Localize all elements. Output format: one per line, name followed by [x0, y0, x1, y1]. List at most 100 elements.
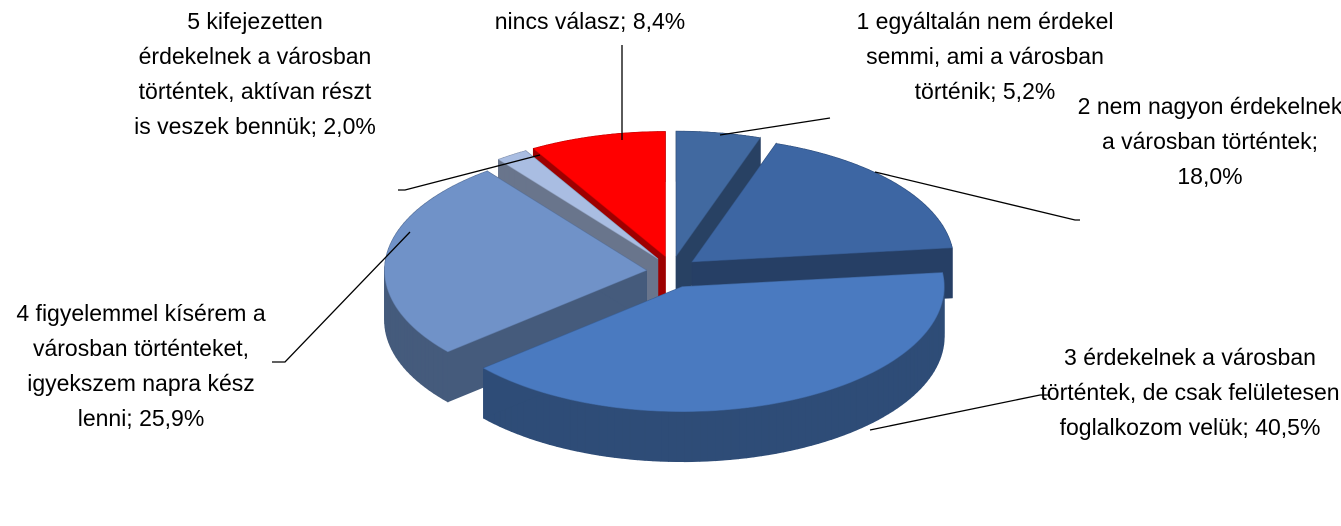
slice-side	[877, 366, 884, 421]
slice-side	[606, 405, 615, 458]
slice-side	[416, 329, 422, 385]
slice-side	[901, 350, 907, 406]
slice-side	[542, 391, 550, 445]
slice-side	[923, 330, 928, 386]
slice-side	[753, 405, 762, 458]
slice-side	[855, 377, 863, 431]
slice-side	[428, 339, 434, 394]
slice-side	[424, 336, 430, 391]
slice-label: 5 kifejezetten érdekelnek a városban tör…	[130, 4, 380, 144]
slice-side	[722, 409, 732, 461]
slice-side	[691, 410, 701, 462]
slice	[482, 272, 945, 463]
slice-side	[811, 392, 819, 446]
slice-side	[629, 408, 638, 461]
label-text: 4 figyelemmel kísérem a városban történt…	[16, 300, 266, 431]
slice-side	[892, 357, 899, 412]
label-text: 1 egyáltalán nem érdekel semmi, ami a vá…	[856, 8, 1114, 104]
slice-side	[576, 400, 586, 454]
slice-side	[905, 347, 911, 403]
slice-side	[920, 333, 925, 390]
slice-side	[917, 337, 922, 393]
slice-side	[817, 390, 826, 445]
slice-side	[591, 403, 600, 456]
slice-side	[913, 340, 918, 396]
slice-side	[831, 386, 839, 440]
slice-side	[668, 411, 677, 463]
label-text: nincs válasz;	[494, 8, 627, 34]
label-text: 3 érdekelnek a városban történtek, de cs…	[1040, 344, 1340, 440]
leader-line	[719, 117, 831, 136]
slice-side	[867, 371, 874, 426]
slice-side	[644, 409, 654, 462]
slice-side	[403, 316, 408, 372]
leader-line	[874, 171, 1080, 221]
slice-side	[675, 411, 685, 463]
slice-side	[897, 353, 903, 409]
slice-side	[569, 399, 578, 452]
label-text: 2 nem nagyon érdekelnek a városban törté…	[1077, 93, 1341, 154]
slice-side	[824, 388, 832, 443]
slice-side	[535, 389, 544, 444]
slice-side	[660, 410, 669, 462]
slice-side	[861, 374, 868, 429]
slice-side	[621, 407, 631, 460]
slice-side	[699, 410, 709, 462]
slice-label: 2 nem nagyon érdekelnek a városban törté…	[1075, 89, 1341, 194]
slice-label: 3 érdekelnek a városban történtek, de cs…	[1040, 340, 1340, 445]
slice-side	[437, 345, 444, 400]
slice-top	[675, 130, 761, 258]
label-text: 5 kifejezetten érdekelnek a városban tör…	[134, 8, 372, 139]
slice-side	[400, 312, 405, 369]
slice-side	[783, 399, 792, 453]
slice	[691, 142, 953, 314]
slice-side	[872, 368, 879, 423]
slice-side	[837, 384, 845, 438]
slice-side	[406, 319, 411, 376]
slice-side	[549, 393, 557, 447]
slice-side	[707, 410, 716, 462]
leader-line	[869, 394, 1050, 431]
slice-side	[412, 326, 418, 382]
slice-label: 1 egyáltalán nem érdekel semmi, ami a vá…	[835, 4, 1135, 109]
slice-side	[887, 360, 894, 415]
slice-side	[683, 411, 693, 463]
slice-side	[636, 409, 646, 461]
slice-top	[532, 131, 666, 258]
slice-side	[420, 332, 426, 388]
slice-side	[797, 396, 806, 450]
slice-label: nincs válasz; 8,4%	[440, 4, 740, 39]
value-label: 8,4%	[632, 8, 686, 34]
value-label: 18,0%	[1177, 163, 1243, 189]
slice-side	[768, 402, 777, 456]
leader-line	[398, 154, 541, 191]
slice-side	[804, 394, 812, 448]
value-label: 2,0%	[323, 113, 376, 139]
slice-side	[849, 379, 857, 434]
slice-side	[555, 395, 564, 449]
slice-side	[652, 410, 662, 462]
slice-side	[883, 363, 889, 418]
slice-top	[691, 143, 953, 263]
value-label: 5,2%	[1002, 78, 1056, 104]
leader-line	[272, 231, 411, 363]
value-label: 25,9%	[139, 405, 205, 431]
value-label: 40,5%	[1255, 414, 1321, 440]
slice-side	[760, 404, 770, 457]
slice-side	[409, 323, 414, 379]
slice-side	[613, 406, 623, 459]
slice-side	[730, 408, 740, 460]
slice-side	[738, 407, 747, 460]
slice-side	[562, 397, 571, 451]
slice-side	[775, 401, 784, 454]
slice-side	[745, 406, 755, 459]
slice-side	[442, 348, 449, 403]
slice-side	[843, 382, 851, 436]
slice-side	[926, 326, 930, 383]
slice-side	[433, 342, 439, 397]
slice-side	[584, 402, 593, 455]
slice-side	[909, 344, 915, 400]
slice-side	[715, 409, 724, 462]
